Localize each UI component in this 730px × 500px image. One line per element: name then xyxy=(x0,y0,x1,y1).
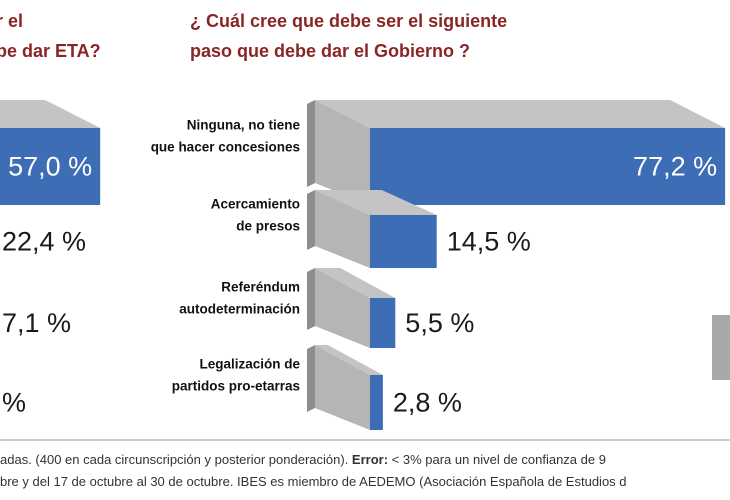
chart-title: ¿ Cuál cree que debe ser el siguiente xyxy=(190,11,507,31)
panel xyxy=(315,190,370,268)
category-label: de presos xyxy=(236,219,300,234)
note-text: bre y del 17 de octubre al 30 de octubre… xyxy=(0,474,627,489)
bar-top xyxy=(0,100,101,128)
note-line: bre y del 17 de octubre al 30 de octubre… xyxy=(0,474,627,489)
value-label: 57,0 % xyxy=(8,152,92,182)
category-label: partidos pro-etarras xyxy=(172,379,300,394)
panel xyxy=(315,268,370,348)
value-label: 77,2 % xyxy=(633,152,717,182)
value-label: % xyxy=(2,388,26,418)
category-label: autodeterminación xyxy=(179,302,300,317)
value-label: 22,4 % xyxy=(2,227,86,257)
category-label: Ninguna, no tiene xyxy=(187,118,301,133)
category-label: Referéndum xyxy=(221,280,300,295)
value-label: 2,8 % xyxy=(393,388,462,418)
bar xyxy=(370,375,383,430)
bar-top xyxy=(315,100,726,128)
chart-title: paso que debe dar el Gobierno ? xyxy=(190,41,470,61)
category-label: Legalización de xyxy=(199,357,300,372)
cropped-panel xyxy=(712,315,730,380)
category-label: Acercamiento xyxy=(211,197,300,212)
value-label: 14,5 % xyxy=(447,227,531,257)
bar-top xyxy=(315,345,383,375)
panel-side xyxy=(307,100,315,187)
bar xyxy=(0,128,101,205)
panel-side xyxy=(307,345,315,412)
panel-side xyxy=(307,190,315,250)
note-line: adas. (400 en cada circunscripción y pos… xyxy=(0,452,606,467)
panel-side xyxy=(307,268,315,330)
value-label: 7,1 % xyxy=(2,308,71,338)
chart-title: r el xyxy=(0,11,23,31)
chart-title: be dar ETA? xyxy=(0,41,101,61)
note-text: < 3% para un nivel de confianza de 9 xyxy=(388,452,606,467)
note-text: adas. (400 en cada circunscripción y pos… xyxy=(0,452,352,467)
bar-top xyxy=(315,268,396,298)
bar xyxy=(370,298,396,348)
category-label: que hacer concesiones xyxy=(151,140,300,155)
bar xyxy=(370,128,726,205)
panel xyxy=(315,100,370,205)
bar xyxy=(370,215,437,268)
bar-top xyxy=(315,190,437,215)
value-label: 5,5 % xyxy=(405,308,474,338)
panel xyxy=(315,345,370,430)
note-bold: Error: xyxy=(352,452,388,467)
